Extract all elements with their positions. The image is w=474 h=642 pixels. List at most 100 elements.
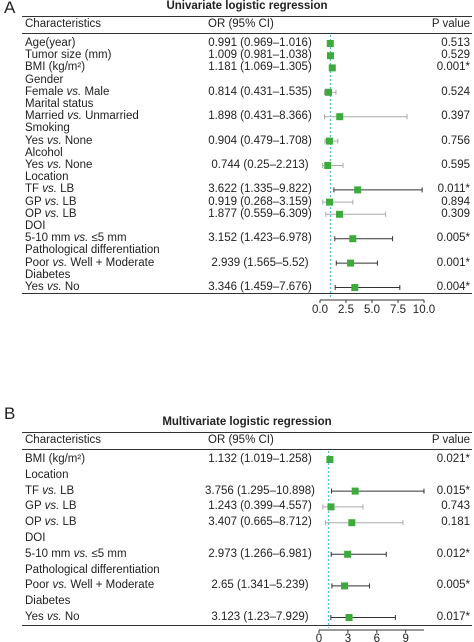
forest-point-op-vs-lb	[325, 210, 387, 218]
table-row: OP vs. LB 1.877 (0.559–6.309) 0.309	[22, 206, 472, 223]
row-label: Yes vs. No	[25, 281, 80, 293]
row-label: BMI (kg/m²)	[25, 61, 86, 74]
header-or: OR (95% CI)	[208, 18, 274, 30]
row-p-value: 0.015*	[436, 484, 470, 497]
row-or-ci: 3.346 (1.459–7.676)	[208, 281, 312, 293]
table-row: Yes vs. No 3.346 (1.459–7.676) 0.004*	[22, 279, 472, 296]
row-p-value: 0.529	[441, 49, 470, 62]
forest-point-op-vs-lb	[324, 519, 404, 527]
row-or-ci: 1.898 (0.431–8.366)	[208, 110, 312, 123]
or-marker	[351, 487, 359, 495]
table-row: Married vs. Unmarried 1.898 (0.431–8.366)…	[22, 108, 472, 125]
forest-point-age-year	[326, 40, 334, 47]
x-tick-label: 0	[316, 633, 322, 642]
row-label: OP vs. LB	[25, 516, 77, 529]
group-header-row: Diabetes	[22, 593, 472, 610]
row-label: Location	[25, 468, 69, 481]
row-label: 5-10 mm vs. ≤5 mm	[25, 232, 127, 245]
header-top-rule	[22, 432, 472, 433]
group-header-row: DOI	[22, 218, 472, 235]
row-label: BMI (kg/m²)	[25, 453, 86, 465]
row-or-ci: 3.622 (1.335–9.822)	[208, 183, 312, 196]
forest-point-gp-vs-lb	[322, 198, 354, 206]
row-label: Location	[25, 171, 69, 184]
row-or-ci: 0.991 (0.969–1.016)	[208, 37, 312, 49]
x-tick-label: 2.5	[338, 304, 354, 316]
table-bottom-rule	[22, 293, 472, 294]
forest-point-poor-vs-well-moderate	[335, 259, 378, 267]
header-characteristics: Characteristics	[25, 434, 102, 446]
forest-point-yes-vs-no	[330, 614, 396, 621]
row-label: Diabetes	[25, 595, 71, 608]
plot-title: Univariate logistic regression	[166, 0, 328, 12]
x-tick-label: 6	[374, 633, 380, 642]
row-p-value: 0.743	[441, 500, 470, 513]
panel-letter-a: A	[4, 0, 16, 17]
x-tick-label: 0.0	[312, 304, 328, 316]
group-header-row: Smoking	[22, 120, 472, 137]
group-header-row: Alcohol	[22, 145, 472, 162]
table-row: OP vs. LB 3.407 (0.665–8.712) 0.181	[22, 514, 472, 531]
row-p-value: 0.309	[441, 207, 470, 220]
or-marker	[336, 210, 344, 218]
row-or-ci: 1.181 (1.069–1.305)	[208, 61, 312, 74]
or-marker	[326, 198, 334, 206]
table-row: Poor vs. Well + Moderate 2.65 (1.341–5.23…	[22, 577, 472, 594]
table-row: Poor vs. Well + Moderate 2.939 (1.565–5.5…	[22, 255, 472, 272]
forest-point-female-vs-male	[323, 88, 337, 96]
forest-point-tf-vs-lb	[330, 487, 425, 495]
table-row: Yes vs. None 0.904 (0.479–1.708) 0.756	[22, 133, 472, 150]
or-marker	[344, 550, 352, 558]
row-p-value: 0.894	[441, 195, 470, 208]
row-label: Yes vs. None	[25, 159, 93, 171]
forest-point-bmi-kg-m	[328, 64, 336, 72]
header-p-value: P value	[431, 18, 470, 30]
table-bottom-rule	[22, 625, 472, 626]
or-marker	[348, 519, 356, 527]
row-label: Diabetes	[25, 268, 71, 281]
row-label: Married vs. Unmarried	[25, 110, 139, 123]
or-marker	[336, 113, 344, 121]
forest-plot-multivariate: Multivariate logistic regression Charact…	[22, 416, 472, 642]
table-row: Yes vs. No 3.123 (1.23–7.929) 0.017*	[22, 609, 472, 626]
row-label: TF vs. LB	[25, 484, 75, 497]
row-label: OP vs. LB	[25, 207, 77, 220]
table-row: TF vs. LB 3.756 (1.295–10.898) 0.015*	[22, 483, 472, 500]
row-label: Alcohol	[25, 146, 63, 159]
row-label: Yes vs. None	[25, 134, 93, 147]
row-or-ci: 1.132 (1.019–1.258)	[208, 453, 312, 465]
or-marker	[354, 186, 362, 194]
row-label: Gender	[25, 73, 64, 86]
plot-title: Multivariate logistic regression	[162, 416, 332, 428]
x-tick-label: 7.5	[390, 304, 406, 316]
row-label: Pathological differentiation	[25, 563, 160, 576]
row-label: Yes vs. No	[25, 611, 80, 623]
row-p-value: 0.005*	[436, 232, 470, 245]
forest-point-yes-vs-none	[322, 162, 344, 169]
row-label: DOI	[25, 532, 46, 544]
row-label: Age(year)	[25, 37, 76, 49]
or-marker	[324, 162, 332, 169]
x-tick-label: 5.0	[364, 304, 380, 316]
row-or-ci: 1.243 (0.399–4.557)	[208, 500, 312, 513]
forest-point-yes-vs-no	[334, 284, 401, 291]
table-row: GP vs. LB 0.919 (0.268–3.159) 0.894	[22, 194, 472, 211]
table-row: Female vs. Male 0.814 (0.431–1.535) 0.524	[22, 84, 472, 101]
row-or-ci: 1.877 (0.559–6.309)	[208, 207, 312, 220]
row-p-value: 0.021*	[436, 453, 470, 465]
group-header-row: Gender	[22, 72, 472, 89]
panel-letter-b: B	[4, 404, 16, 423]
table-row: BMI (kg/m²) 1.132 (1.019–1.258) 0.021*	[22, 451, 472, 468]
row-label: Female vs. Male	[25, 85, 110, 98]
group-header-row: DOI	[22, 530, 472, 547]
row-or-ci: 0.904 (0.479–1.708)	[208, 134, 312, 147]
row-p-value: 0.005*	[436, 579, 470, 592]
row-or-ci: 2.939 (1.565–5.52)	[211, 256, 309, 269]
row-p-value: 0.756	[441, 134, 470, 147]
header-top-rule	[22, 16, 472, 17]
row-or-ci: 3.756 (1.295–10.898)	[205, 484, 315, 497]
or-marker	[326, 52, 334, 60]
table-row: Yes vs. None 0.744 (0.25–2.213) 0.595	[22, 157, 472, 174]
forest-plot-area: 0 3 6 9	[316, 451, 425, 642]
row-or-ci: 2.973 (1.266–6.981)	[208, 547, 312, 560]
